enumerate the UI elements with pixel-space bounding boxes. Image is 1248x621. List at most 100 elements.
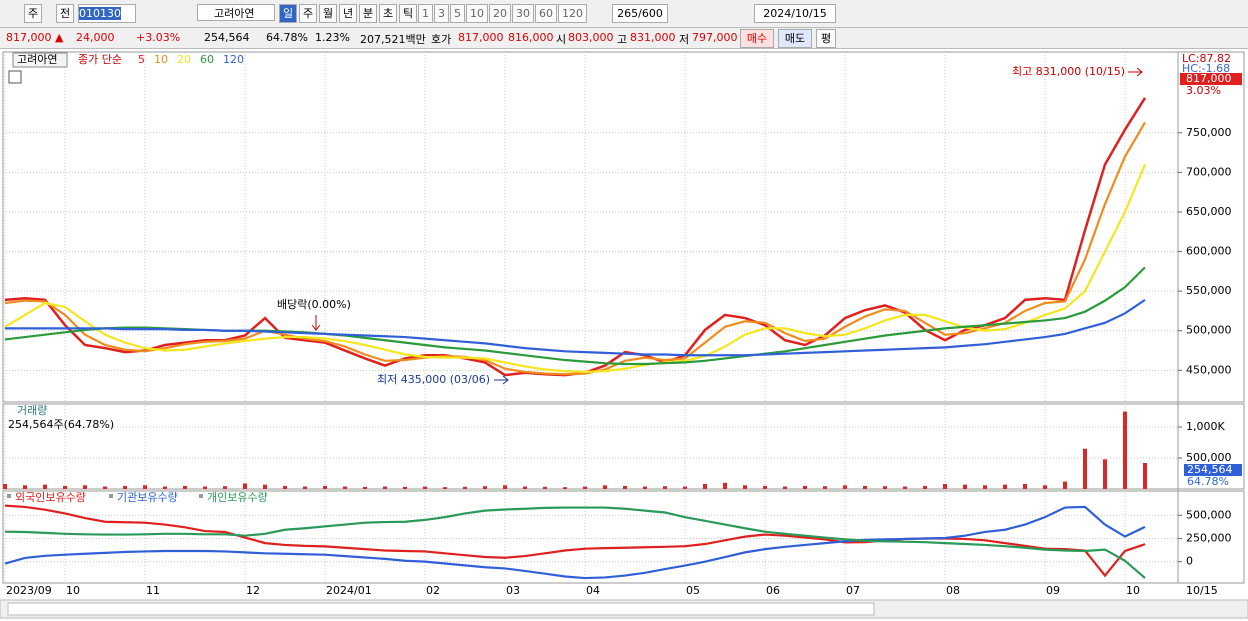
date[interactable]: 2024/10/15: [754, 4, 836, 23]
name[interactable]: 고려아연: [197, 4, 275, 21]
volume-bar: [223, 486, 227, 489]
open: 803,000: [568, 31, 614, 44]
volume-bar: [1043, 485, 1047, 489]
interval-button[interactable]: 월: [319, 4, 337, 23]
volume-bar: [663, 486, 667, 489]
volume-bar: [1123, 411, 1127, 489]
volume-bar: [83, 485, 87, 489]
count[interactable]: 265/600: [612, 4, 668, 23]
volume-bar: [443, 487, 447, 489]
buy-button[interactable]: 매수: [740, 29, 774, 48]
x-tick-label: 04: [586, 584, 600, 597]
legend-label: 종가 단순: [78, 53, 122, 66]
volume-bar: [683, 486, 687, 489]
volume-bar: [823, 486, 827, 489]
count-shown: 265: [617, 7, 639, 20]
count-button[interactable]: 10: [466, 4, 488, 23]
interval-button[interactable]: 틱: [399, 4, 417, 23]
hc-label: HC:-1.68: [1182, 62, 1230, 75]
volume-bar: [863, 485, 867, 489]
high-label: 고: [617, 33, 628, 46]
volume-bar: [703, 484, 707, 489]
legend-entry: 10: [154, 53, 168, 66]
interval-button[interactable]: 초: [379, 4, 397, 23]
avg-button[interactable]: 평: [816, 29, 836, 48]
x-tick-label: 02: [426, 584, 440, 597]
volume-bar: [23, 485, 27, 489]
count-button[interactable]: 20: [489, 4, 511, 23]
annotation-arrow: [494, 375, 509, 385]
last-label: 817,000: [1186, 72, 1232, 85]
count-button[interactable]: 3: [434, 4, 449, 23]
legend-entry: 기관보유수량: [117, 491, 178, 504]
y-tick-label: 1,000K: [1186, 420, 1225, 433]
amount: 207,521백만: [360, 33, 426, 46]
volume-bar: [1003, 484, 1007, 489]
count-button[interactable]: 120: [558, 4, 587, 23]
x-tick-label: 06: [766, 584, 780, 597]
interval-button[interactable]: 년: [339, 4, 357, 23]
volume-bar: [3, 484, 7, 489]
panel-subtitle: 254,564주(64.78%): [8, 418, 114, 431]
prev[interactable]: 전: [56, 4, 74, 23]
interval-button[interactable]: 주: [299, 4, 317, 23]
series-line: [4, 121, 1146, 376]
volume-bar: [783, 486, 787, 489]
annotation: 최고 831,000 (10/15): [1012, 65, 1125, 78]
turnover: 1.23%: [315, 31, 350, 44]
legend-entry: 120: [223, 53, 244, 66]
volume: 254,564: [204, 31, 250, 44]
legend-entry: 개인보유수량: [207, 491, 268, 504]
volume-bar: [423, 486, 427, 489]
volume-bar: [283, 485, 287, 489]
lc-label: LC:87.82: [1182, 52, 1231, 65]
y-tick-label: 500,000: [1186, 508, 1232, 521]
x-tick-label: 12: [246, 584, 260, 597]
volume-bar: [143, 485, 147, 489]
volume-rate: 64.78%: [266, 31, 308, 44]
code[interactable]: 010130: [78, 4, 136, 23]
volume-bar: [563, 487, 567, 489]
legend-entry: 외국인보유수량: [15, 491, 86, 504]
volume-bar: [543, 486, 547, 489]
interval-button[interactable]: 분: [359, 4, 377, 23]
y-tick-label: 650,000: [1186, 205, 1232, 218]
volume-bar: [343, 486, 347, 489]
series-line: [4, 506, 1146, 579]
x-tick-label: 03: [506, 584, 520, 597]
volume-bar: [523, 486, 527, 489]
ask: 817,000: [458, 31, 504, 44]
quote-label: 호가: [431, 33, 452, 46]
x-tick-label: 08: [946, 584, 960, 597]
count-button[interactable]: 1: [418, 4, 433, 23]
sell-button[interactable]: 매도: [778, 29, 812, 48]
volume-bar: [203, 486, 207, 489]
volume-bar: [63, 485, 67, 489]
legend-swatch: [7, 494, 11, 498]
y-tick-label: 0: [1186, 555, 1193, 568]
panel-title: 거래량: [17, 404, 47, 417]
x-tick-label: 05: [686, 584, 700, 597]
legend-title: 고려아연: [17, 53, 57, 66]
x-tick-label: 2024/01: [326, 584, 372, 597]
volume-bar: [243, 483, 247, 489]
config-icon: [8, 70, 22, 84]
last-label: 254,564: [1187, 463, 1233, 476]
count-button[interactable]: 5: [450, 4, 465, 23]
rate: +3.03%: [136, 31, 181, 44]
x-tick-label: 09: [1046, 584, 1060, 597]
volume-bar: [103, 486, 107, 489]
period[interactable]: 주: [24, 4, 42, 23]
last-rate: 64.78%: [1187, 475, 1229, 488]
annotation-arrow: [1128, 67, 1143, 77]
count-button[interactable]: 60: [535, 4, 557, 23]
interval-button[interactable]: 일: [279, 4, 297, 23]
scroll-thumb: [7, 602, 875, 616]
volume-bar: [1103, 459, 1107, 489]
toolbar: 주 전 010130 고려아연 일 주 월 년 분 초 틱 1 3 5 10 20 30 60 120 26…: [0, 0, 1248, 28]
volume-bar: [643, 486, 647, 489]
legend-swatch: [199, 494, 203, 498]
count-button[interactable]: 30: [512, 4, 534, 23]
volume-bar: [1083, 448, 1087, 489]
